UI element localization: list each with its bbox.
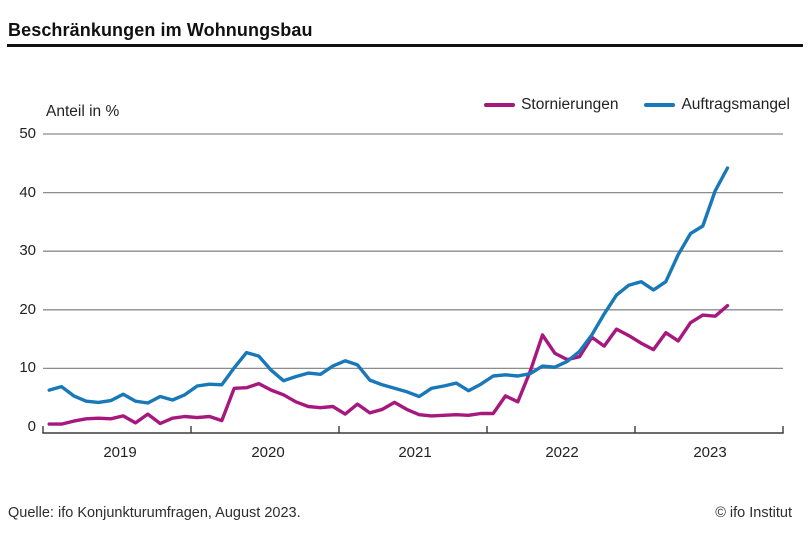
x-tick-label-2023: 2023 xyxy=(693,444,727,461)
y-tick-label-50: 50 xyxy=(19,125,36,142)
legend-item-stornierungen: Stornierungen xyxy=(484,96,618,114)
auftragsmangel-line-swatch xyxy=(644,102,676,108)
title-rule xyxy=(7,44,803,47)
legend-item-auftragsmangel: Auftragsmangel xyxy=(644,96,790,114)
x-tick-label-2022: 2022 xyxy=(545,444,579,461)
stornierungen-line-swatch xyxy=(484,102,516,108)
x-tick-label-2021: 2021 xyxy=(398,444,432,461)
copyright-note: © ifo Institut xyxy=(715,505,792,521)
y-tick-label-10: 10 xyxy=(19,359,36,376)
y-tick-label-0: 0 xyxy=(27,418,36,435)
y-tick-label-40: 40 xyxy=(19,184,36,201)
page-title: Beschränkungen im Wohnungsbau xyxy=(8,20,313,40)
x-tick-label-2020: 2020 xyxy=(251,444,285,461)
legend-label-auftragsmangel: Auftragsmangel xyxy=(681,96,790,113)
legend-label-stornierungen: Stornierungen xyxy=(521,96,619,113)
y-tick-label-30: 30 xyxy=(19,242,36,259)
x-tick-label-2019: 2019 xyxy=(103,444,137,461)
source-note: Quelle: ifo Konjunkturumfragen, August 2… xyxy=(8,505,301,521)
line-chart xyxy=(42,133,784,434)
series-line-auftragsmangel xyxy=(47,166,730,405)
y-tick-label-20: 20 xyxy=(19,301,36,318)
y-axis-unit-label: Anteil in % xyxy=(46,103,120,120)
series-line-stornierungen xyxy=(47,304,730,426)
chart-legend: Stornierungen Auftragsmangel xyxy=(484,96,790,114)
